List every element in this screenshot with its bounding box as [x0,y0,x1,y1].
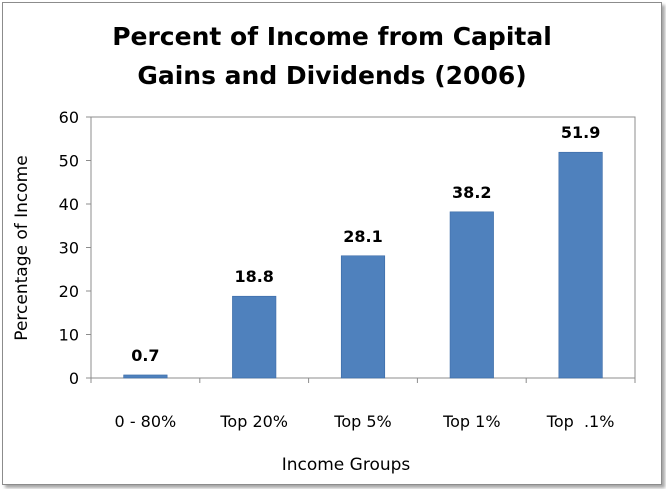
x-axis-title: Income Groups [282,455,411,475]
bar [340,255,386,379]
plot-area: 0 10 20 30 40 50 60 0.7 0 - 80% 18.8 Top 20% 28.1 To… [59,108,636,431]
y-tick-label: 0 [69,369,79,388]
x-tick-label: Top 1% [442,412,500,431]
bar [123,374,168,379]
x-tick-label: 0 - 80% [115,412,177,431]
x-tick-label: Top .1% [546,412,615,431]
data-label: 51.9 [561,123,600,142]
x-tick-label: Top 5% [333,412,391,431]
chart-title-line-1: Percent of Income from Capital [112,22,552,51]
bar [232,295,277,379]
y-tick-label: 20 [59,282,79,301]
chart-frame [2,2,662,485]
data-label: 18.8 [234,267,273,286]
data-label: 38.2 [452,183,491,202]
bar [558,151,603,379]
y-tick-label: 50 [59,152,79,171]
data-label: 28.1 [343,227,382,246]
bar [449,211,494,379]
y-axis-title: Percentage of Income [12,155,32,340]
chart-title-line-2: Gains and Dividends (2006) [137,61,526,90]
data-label: 0.7 [131,346,159,365]
y-tick-label: 10 [59,326,79,345]
y-tick-label: 60 [59,108,79,127]
y-tick-label: 40 [59,195,79,214]
y-tick-label: 30 [59,239,79,258]
x-tick-label: Top 20% [219,412,288,431]
